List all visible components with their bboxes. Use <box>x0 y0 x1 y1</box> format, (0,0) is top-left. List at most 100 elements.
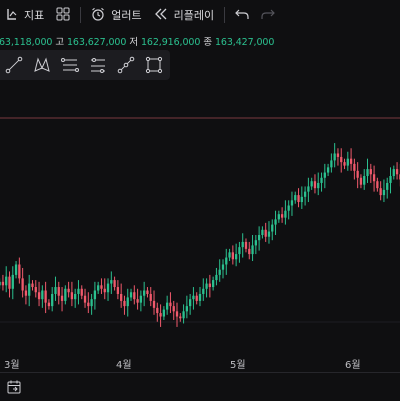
candle-body[interactable] <box>366 169 369 177</box>
candle-body[interactable] <box>208 283 212 288</box>
candle-body[interactable] <box>218 269 221 275</box>
candle-body[interactable] <box>172 306 175 312</box>
candle-body[interactable] <box>264 229 267 237</box>
candle-body[interactable] <box>382 189 386 196</box>
candle-body[interactable] <box>67 288 70 293</box>
candle-body[interactable] <box>274 219 277 225</box>
candle-body[interactable] <box>139 295 143 303</box>
candle-body[interactable] <box>179 316 182 319</box>
candle-body[interactable] <box>261 229 264 235</box>
candle-body[interactable] <box>90 299 93 307</box>
candle-body[interactable] <box>156 307 159 314</box>
candle-body[interactable] <box>143 290 146 296</box>
candle-body[interactable] <box>317 182 320 189</box>
candle-body[interactable] <box>169 302 172 307</box>
fib-retracement-tool[interactable] <box>84 50 112 80</box>
candle-body[interactable] <box>346 158 349 166</box>
candle-body[interactable] <box>376 181 379 189</box>
candle-body[interactable] <box>310 181 313 187</box>
rectangle-tool[interactable] <box>140 50 168 80</box>
candle-body[interactable] <box>294 195 297 201</box>
candle-body[interactable] <box>257 235 261 241</box>
candle-body[interactable] <box>1 281 5 286</box>
candle-body[interactable] <box>54 287 57 294</box>
candle-body[interactable] <box>225 257 228 265</box>
candle-body[interactable] <box>267 231 271 237</box>
candle-body[interactable] <box>11 274 14 289</box>
candle-body[interactable] <box>211 280 215 288</box>
parallel-channel-tool[interactable] <box>56 50 84 80</box>
candle-body[interactable] <box>280 214 284 218</box>
candle-body[interactable] <box>215 274 218 281</box>
candle-body[interactable] <box>300 196 303 203</box>
candle-body[interactable] <box>21 278 24 291</box>
candle-body[interactable] <box>389 176 392 183</box>
candle-body[interactable] <box>74 293 77 300</box>
undo-button[interactable] <box>229 0 255 30</box>
path-tool[interactable] <box>112 50 140 80</box>
candle-body[interactable] <box>221 264 225 270</box>
candle-body[interactable] <box>290 200 294 206</box>
layout-grid-button[interactable] <box>50 0 76 30</box>
candle-body[interactable] <box>254 240 257 246</box>
candle-body[interactable] <box>70 292 74 300</box>
candle-body[interactable] <box>251 245 254 255</box>
candle-body[interactable] <box>182 311 185 319</box>
candle-body[interactable] <box>323 172 326 178</box>
candle-body[interactable] <box>5 276 8 286</box>
candle-body[interactable] <box>80 288 83 296</box>
alert-button[interactable]: 얼러트 <box>85 0 147 30</box>
candle-body[interactable] <box>343 162 346 166</box>
candle-body[interactable] <box>159 313 162 317</box>
candle-body[interactable] <box>116 287 120 294</box>
candle-body[interactable] <box>284 210 287 218</box>
candle-body[interactable] <box>175 311 179 317</box>
candle-body[interactable] <box>234 254 238 260</box>
candle-body[interactable] <box>97 285 100 291</box>
candle-body[interactable] <box>185 306 189 312</box>
candle-body[interactable] <box>238 247 241 255</box>
candle-body[interactable] <box>47 302 51 307</box>
candle-body[interactable] <box>188 299 192 307</box>
candle-body[interactable] <box>100 285 103 289</box>
candle-body[interactable] <box>297 195 300 203</box>
candle-body[interactable] <box>333 153 336 161</box>
candle-body[interactable] <box>34 287 37 293</box>
candle-body[interactable] <box>0 281 1 286</box>
candle-body[interactable] <box>271 224 274 232</box>
candle-body[interactable] <box>44 290 47 303</box>
candle-body[interactable] <box>228 252 231 258</box>
candle-body[interactable] <box>87 302 90 307</box>
pattern-tool[interactable] <box>28 50 56 80</box>
candle-body[interactable] <box>83 295 87 303</box>
candle-body[interactable] <box>106 283 110 293</box>
indicator-button[interactable]: 지표 <box>0 0 50 30</box>
candle-body[interactable] <box>195 295 198 301</box>
candle-body[interactable] <box>205 283 208 289</box>
candle-body[interactable] <box>303 191 307 197</box>
candle-body[interactable] <box>379 188 382 196</box>
price-chart[interactable] <box>0 0 400 372</box>
candle-body[interactable] <box>386 182 389 190</box>
candle-body[interactable] <box>192 295 195 300</box>
candle-body[interactable] <box>57 287 60 296</box>
candle-body[interactable] <box>149 293 152 301</box>
candle-body[interactable] <box>152 300 156 308</box>
candle-body[interactable] <box>307 186 310 192</box>
trend-line-tool[interactable] <box>0 50 28 80</box>
candle-body[interactable] <box>320 177 323 183</box>
candle-body[interactable] <box>359 177 363 185</box>
candle-body[interactable] <box>41 290 44 300</box>
candle-body[interactable] <box>244 241 248 249</box>
candle-body[interactable] <box>356 170 359 178</box>
candle-body[interactable] <box>28 283 31 296</box>
candle-body[interactable] <box>349 158 353 164</box>
candle-body[interactable] <box>133 292 136 300</box>
candle-body[interactable] <box>126 297 129 307</box>
candle-body[interactable] <box>287 205 290 211</box>
candle-body[interactable] <box>120 293 123 301</box>
candle-body[interactable] <box>129 292 133 298</box>
candle-body[interactable] <box>363 176 366 185</box>
candle-body[interactable] <box>14 264 18 275</box>
candle-body[interactable] <box>241 241 244 248</box>
